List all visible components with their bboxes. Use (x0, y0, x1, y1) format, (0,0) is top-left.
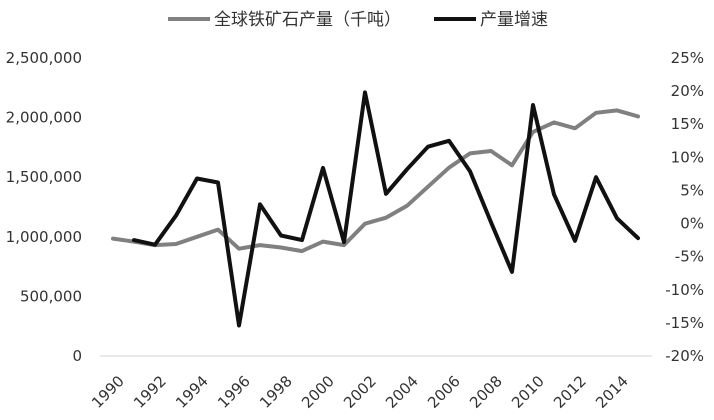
right-y-tick-label: 25% (671, 49, 704, 67)
left-y-tick-label: 0 (72, 347, 82, 365)
x-tick-label: 1992 (130, 372, 170, 412)
right-y-axis: -20% -15% -10% -5% 0% 5% 10% 15% 20% 25% (665, 49, 704, 365)
x-axis: 1990 1992 1994 1996 1998 2000 2002 2004 2006 2008… (88, 372, 632, 412)
right-y-tick-label: -20% (665, 347, 704, 365)
series-line-production (111, 108, 640, 254)
x-tick-label: 2004 (382, 372, 422, 412)
x-tick-label: 1990 (88, 372, 128, 412)
right-y-tick-label: -10% (665, 281, 704, 299)
x-tick-label: 2010 (508, 372, 548, 412)
left-y-axis: 0 500,000 1,000,000 1,500,000 2,000,000 2,500… (6, 49, 82, 365)
x-tick-label: 1996 (214, 372, 254, 412)
right-y-tick-label: 0% (680, 215, 704, 233)
legend-label-production: 全球铁矿石产量（千吨） (214, 10, 401, 30)
left-y-tick-label: 1,000,000 (6, 228, 82, 246)
x-tick-label: 2012 (550, 372, 590, 412)
x-tick-label: 2014 (592, 372, 632, 412)
left-y-tick-label: 500,000 (20, 287, 82, 305)
x-tick-label: 2002 (340, 372, 380, 412)
x-tick-label: 1994 (172, 372, 212, 412)
left-y-tick-label: 1,500,000 (6, 168, 82, 186)
right-y-tick-label: 15% (671, 115, 704, 133)
x-tick-label: 2008 (466, 372, 506, 412)
series-line-growth (132, 90, 640, 328)
chart-legend: 全球铁矿石产量（千吨） 产量增速 (168, 10, 548, 30)
x-tick-label: 2000 (298, 372, 338, 412)
right-y-tick-label: -5% (675, 248, 704, 266)
right-y-tick-label: -15% (665, 314, 704, 332)
left-y-tick-label: 2,000,000 (6, 109, 82, 127)
right-y-tick-label: 20% (671, 82, 704, 100)
x-tick-label: 1998 (256, 372, 296, 412)
right-y-tick-label: 10% (671, 148, 704, 166)
legend-label-growth: 产量增速 (480, 10, 548, 30)
series-layer (111, 90, 640, 328)
x-tick-label: 2006 (424, 372, 464, 412)
left-y-tick-label: 2,500,000 (6, 49, 82, 67)
right-y-tick-label: 5% (680, 181, 704, 199)
